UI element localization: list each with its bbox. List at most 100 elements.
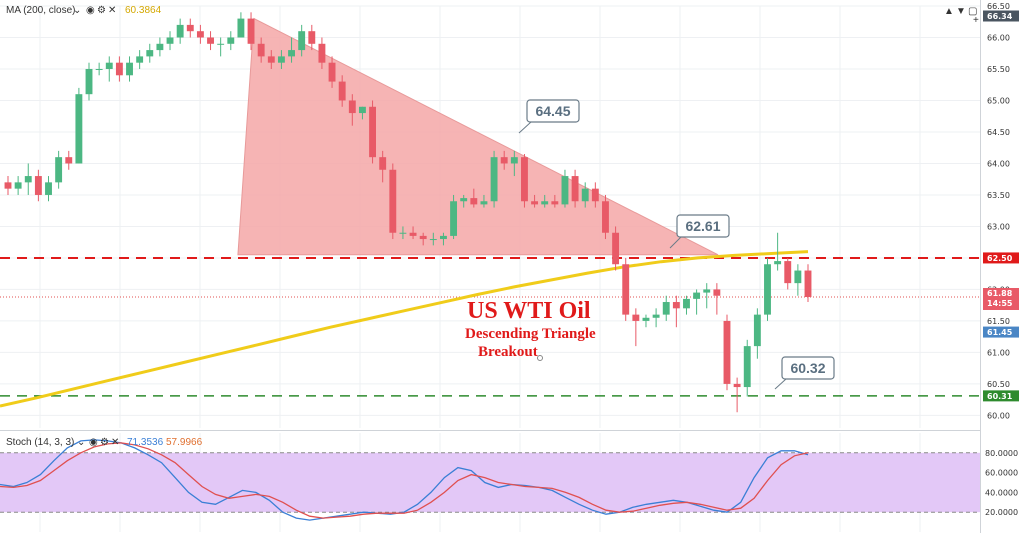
close-icon[interactable]: ✕ xyxy=(108,5,116,16)
stoch-d-value: 57.9966 xyxy=(166,437,203,448)
price-tick-label: 64.00 xyxy=(987,159,1010,168)
candle-body xyxy=(166,37,174,44)
candle-body xyxy=(227,37,235,44)
candle-body xyxy=(318,43,326,63)
candle-body xyxy=(4,182,12,189)
resistance-price-label: 62.50 xyxy=(987,254,1013,263)
ma-legend-value: 60.3864 xyxy=(125,5,162,16)
candle-body xyxy=(379,157,387,170)
price-tick-label: 63.50 xyxy=(987,191,1010,200)
candle-body xyxy=(713,289,721,296)
price-levels xyxy=(0,256,980,397)
plus-icon[interactable]: + xyxy=(973,15,979,26)
candle-body xyxy=(24,176,32,183)
candle-body xyxy=(267,56,275,63)
price-tick-label: 60.50 xyxy=(987,380,1010,389)
candle-body xyxy=(652,314,660,318)
candle-body xyxy=(207,37,214,44)
price-axis: 60.0060.5061.0061.5062.0062.5063.0063.50… xyxy=(981,0,1024,533)
ma-price-badge xyxy=(983,326,1019,338)
candle-body xyxy=(774,261,782,265)
callout-pointer xyxy=(669,236,682,249)
candle-body xyxy=(450,201,458,236)
collapse-icon[interactable]: ▢ xyxy=(968,6,977,17)
candle-body xyxy=(389,169,397,233)
current-price-label: 61.88 xyxy=(987,289,1013,298)
eye-icon[interactable]: ◉ xyxy=(89,437,98,448)
candle-body xyxy=(672,302,680,309)
candle-body xyxy=(602,201,609,233)
settings-icon[interactable]: ⚙ xyxy=(97,5,106,16)
triangle-shape xyxy=(237,17,719,256)
stoch-tick-label: 60.0000 xyxy=(985,469,1018,478)
chevron-down-icon[interactable]: ⌄ xyxy=(73,5,81,16)
candle-body xyxy=(75,94,83,164)
axis-background xyxy=(981,0,1024,533)
pane-controls[interactable]: ▲ ▼ ▢ + xyxy=(944,6,979,26)
candle-body xyxy=(642,317,650,321)
candle-body xyxy=(632,314,640,321)
price-tick-label: 60.00 xyxy=(987,411,1010,420)
candle-body xyxy=(703,289,711,293)
candle-body xyxy=(95,68,103,70)
eye-icon[interactable]: ◉ xyxy=(86,5,95,16)
price-tick-label: 61.50 xyxy=(987,317,1010,326)
candle-body xyxy=(115,62,123,76)
price-tick-label: 61.00 xyxy=(987,348,1010,357)
candle-body xyxy=(662,302,670,315)
candle-body xyxy=(399,232,407,234)
callout-pointer xyxy=(774,378,787,390)
callout-label: 60.32 xyxy=(790,360,825,376)
candle-body xyxy=(298,31,306,51)
close-icon[interactable]: ✕ xyxy=(111,437,119,448)
candle-body xyxy=(288,50,295,57)
candle-body xyxy=(328,62,336,82)
candle-body xyxy=(45,182,52,195)
chevron-down-icon[interactable]: ⌄ xyxy=(77,437,85,448)
price-tick-label: 63.00 xyxy=(987,222,1010,231)
candle-body xyxy=(531,201,539,205)
candle-body xyxy=(85,68,93,95)
candle-body xyxy=(257,43,265,57)
candle-body xyxy=(723,320,731,384)
candle-body xyxy=(622,264,630,315)
price-tick-label: 65.50 xyxy=(987,65,1010,74)
candle-body xyxy=(693,292,701,299)
stoch-series-k xyxy=(0,439,809,521)
chart-subtitle-2: Breakout xyxy=(478,344,538,360)
candle-body xyxy=(753,314,761,347)
candle-body xyxy=(146,50,154,57)
candle-body xyxy=(490,157,498,202)
candle-body xyxy=(247,18,255,44)
resistance-price-badge xyxy=(983,252,1019,264)
arrow-up-icon[interactable]: ▲ xyxy=(944,6,954,17)
candle-body xyxy=(419,235,427,240)
candle-body xyxy=(277,56,285,63)
candle-body xyxy=(126,62,133,76)
support-price-badge xyxy=(983,390,1019,402)
candle-body xyxy=(591,188,599,202)
candle-body xyxy=(571,176,579,202)
candle-body xyxy=(784,261,792,284)
candle-body xyxy=(55,157,63,183)
stochastic-panel xyxy=(0,439,980,521)
stoch-legend[interactable]: Stoch (14, 3, 3) ⌄ ◉ ⚙ ✕ 71.3536 57.9966 xyxy=(6,437,203,448)
candle-body xyxy=(65,157,73,164)
stoch-tick-label: 80.0000 xyxy=(985,449,1018,458)
ma-legend[interactable]: MA (200, close) ⌄ ◉ ⚙ ✕ 60.3864 xyxy=(6,5,162,16)
chart-subtitle: Descending Triangle xyxy=(465,326,596,342)
countdown-label: 14:55 xyxy=(987,299,1013,308)
ma-legend-label: MA (200, close) xyxy=(6,5,75,16)
settings-icon[interactable]: ⚙ xyxy=(100,437,109,448)
current-price-badge xyxy=(983,287,1019,310)
candle-body xyxy=(429,239,437,241)
candle-body xyxy=(358,106,366,114)
support-price-label: 60.31 xyxy=(987,392,1013,401)
callout-box xyxy=(526,99,580,123)
arrow-down-icon[interactable]: ▼ xyxy=(956,6,966,17)
price-tick-label: 66.50 xyxy=(987,2,1010,11)
candle-body xyxy=(500,157,508,164)
candle-body xyxy=(338,81,346,101)
